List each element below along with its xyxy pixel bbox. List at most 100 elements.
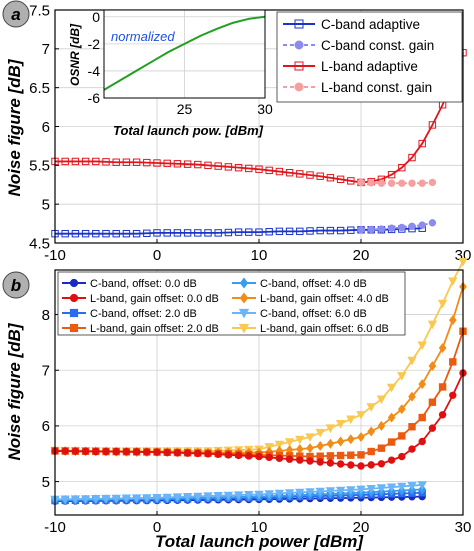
series-a2-point-12 <box>173 160 182 168</box>
series-bl3-point-9 <box>143 448 151 456</box>
b-x-tick-label-4: 30 <box>455 519 472 536</box>
series-bl3-point-1 <box>61 447 69 455</box>
b-x-tick-label-1: 0 <box>153 519 161 536</box>
series-bl3-point-33 <box>387 456 396 464</box>
series-bc3-point-14 <box>193 492 203 502</box>
series-a2-point-37 <box>428 121 437 129</box>
series-bl0-point-25 <box>305 433 315 442</box>
series-bc3-point-31 <box>366 484 376 494</box>
panel-b-legend-box <box>57 271 406 336</box>
b-x-tick-label-2: 10 <box>251 519 268 536</box>
series-bl3-point-34 <box>398 452 406 461</box>
panel-a-label: a <box>2 0 30 28</box>
legend-a-marker-0 <box>294 19 304 29</box>
series-bl3-point-30 <box>357 462 365 470</box>
series-bl1-point-28 <box>336 436 345 447</box>
a-x-tick-label-2: 10 <box>251 247 268 264</box>
legend-a-marker-3 <box>294 82 304 92</box>
series-a2-point-7 <box>122 158 131 166</box>
series-bc3-point-23 <box>284 489 295 498</box>
series-a0-point-6 <box>112 229 120 238</box>
series-bl2-point-31 <box>367 447 375 456</box>
series-bc3-point-10 <box>152 494 162 503</box>
series-bl1-point-34 <box>397 404 406 415</box>
legend-b-label-6: C-band, offset: 6.0 dB <box>260 308 367 320</box>
legend-b-marker-4 <box>239 277 249 289</box>
a-x-tick-label-4: 30 <box>455 247 472 264</box>
series-a0-point-1 <box>61 229 69 238</box>
series-a2-point-28 <box>336 175 345 184</box>
series-bl2-point-35 <box>408 423 416 431</box>
series-a2-point-34 <box>398 163 406 172</box>
series-bl0-point-23 <box>284 438 295 447</box>
series-a2-point-24 <box>296 170 304 178</box>
inset-y-tick-label-0: 0 <box>92 9 100 25</box>
series-a3-point-3 <box>387 179 396 187</box>
series-bl3-point-15 <box>204 450 212 458</box>
legend-a-label-2: L-band adaptive <box>321 59 418 74</box>
legend-b-marker-1 <box>69 293 79 303</box>
panel-a-inset: 25 30 0 -2 -4 -6 normalized Total launch pow.… <box>68 9 273 138</box>
a-y-tick-label-3: 6 <box>42 119 50 136</box>
legend-a-label-0: C-band adaptive <box>321 17 420 32</box>
series-bc3-point-32 <box>376 484 387 493</box>
panel-b-legend: C-band, offset: 0.0 dB L-band, gain offse… <box>57 271 406 336</box>
panel-a: -10 0 10 20 30 4.5 5 5.5 6 6.5 7 7.5 Noise figure [… <box>2 0 471 264</box>
series-bl1-point-32 <box>377 420 386 431</box>
series-bl3-point-8 <box>132 448 141 456</box>
series-a2-point-27 <box>326 174 335 182</box>
legend-b-marker-2 <box>69 308 79 318</box>
series-bl1-point-39 <box>448 315 457 326</box>
panel-a-ticks: -10 0 10 20 30 4.5 5 5.5 6 6.5 7 7.5 <box>29 2 471 264</box>
series-bl3-point-31 <box>367 461 375 469</box>
series-a3-point-7 <box>428 178 437 187</box>
series-bc3-point-5 <box>101 494 111 504</box>
legend-b-label-0: C-band, offset: 0.0 dB <box>90 278 197 290</box>
series-bc3-point-7 <box>121 494 132 504</box>
b-y-tick-label-1: 6 <box>42 418 50 435</box>
series-a0-point-7 <box>122 229 131 238</box>
series-a0-point-18 <box>234 228 243 236</box>
series-a2-point-21 <box>265 166 273 175</box>
series-bl3-point-2 <box>71 447 80 455</box>
series-bl3-point-10 <box>153 448 161 456</box>
series-bc3-point-18 <box>233 491 244 500</box>
series-bl3-point-37 <box>428 424 437 432</box>
series-bc3-point-13 <box>182 493 193 502</box>
series-a2-point-11 <box>163 159 171 168</box>
series-bl0-point-30 <box>356 411 366 420</box>
series-a1-point-5 <box>408 222 416 231</box>
a-y-tick-label-6: 7.5 <box>29 2 50 19</box>
series-bc3-point-27 <box>325 487 336 496</box>
series-bl3-point-36 <box>418 437 426 446</box>
series-a2-point-13 <box>183 160 192 168</box>
series-a0-point-21 <box>265 228 273 236</box>
series-a1-point-1 <box>367 225 375 234</box>
b-x-tick-label-3: 20 <box>353 519 370 536</box>
legend-b-marker-3 <box>69 323 79 333</box>
series-a2-point-22 <box>275 167 284 176</box>
series-a2-point-20 <box>255 165 263 173</box>
inset-x-tick-label-1: 30 <box>257 101 273 117</box>
inset-x-tick-label-0: 25 <box>177 101 193 117</box>
series-bl3-point-12 <box>173 449 182 457</box>
panel-a-y-axis-label: Noise figure [dB] <box>5 58 24 196</box>
series-bl3-point-29 <box>347 461 355 469</box>
series-a0-point-29 <box>347 226 355 234</box>
series-bl1-point-37 <box>428 361 437 372</box>
series-bc3-point-17 <box>223 491 234 501</box>
series-a2-point-35 <box>408 153 416 162</box>
series-bl0-point-29 <box>346 415 356 425</box>
legend-b-marker-6 <box>238 308 250 319</box>
series-a1-point-4 <box>398 223 406 232</box>
legend-b-label-5: L-band, gain offset: 4.0 dB <box>260 293 389 305</box>
panel-b-label-text: b <box>11 276 21 295</box>
series-a2-point-18 <box>234 163 243 172</box>
series-a1-point-0 <box>357 226 365 234</box>
series-a0-point-11 <box>163 229 171 237</box>
series-bl3-point-5 <box>102 447 110 456</box>
series-a0-point-4 <box>92 229 100 238</box>
series-bl1-point-38 <box>438 342 447 353</box>
series-a1-point-6 <box>418 221 426 229</box>
